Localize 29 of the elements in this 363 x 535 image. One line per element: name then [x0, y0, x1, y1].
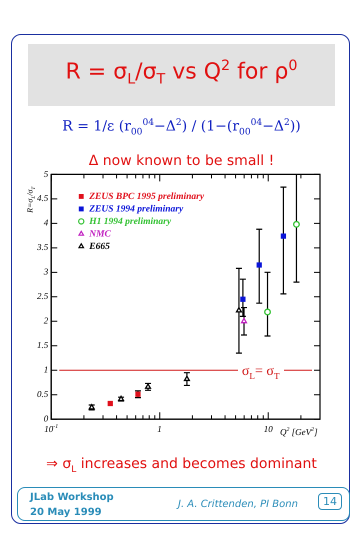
y-tick-label: 1: [44, 364, 48, 375]
text: 20 May 1999: [30, 507, 102, 518]
text: 14: [318, 493, 342, 510]
y-tick-label: 2.5: [37, 291, 49, 302]
y-tick-label: 0.5: [37, 389, 49, 400]
legend-label: ZEUS 1994 preliminary: [88, 204, 184, 214]
text: J. A. Crittenden, PI Bonn: [178, 499, 298, 510]
y-tick-label: 3: [42, 266, 49, 277]
y-tick-label: 4.5: [37, 193, 49, 204]
x-tick-label: 1: [157, 424, 162, 434]
chart-title: R = σ$_{L}$/σ$_{T}$ vs Q$^{2}$ for ρ$^{0}$: [64, 58, 298, 88]
x-axis-title: Q$^{2}$ [GeV$^{2}$]: [280, 427, 318, 438]
text: JLab Workshop: [30, 492, 114, 503]
legend-label: ZEUS BPC 1995 preliminary: [88, 192, 205, 202]
y-tick-label: 0: [44, 414, 49, 424]
legend-label: NMC: [88, 229, 112, 240]
x-tick-label: 10$^{-1}$: [44, 424, 58, 434]
legend-label: H1 1994 preliminary: [88, 216, 172, 227]
legend-label: E665: [88, 242, 110, 252]
y-tick-label: 1.5: [37, 340, 49, 350]
x-tick-label: 10: [264, 424, 273, 434]
y-tick-label: 4: [44, 218, 49, 228]
text: R = 1/ε (r$_{00}$$^{04}$−Δ$^{2}$) / (1−(r$_{00}$$^{04}$−Δ$^{2}$)): [62, 118, 301, 138]
ref-line-label: σ$_{L}$= σ$_{T}$: [238, 364, 284, 381]
y-tick-label: 5: [44, 168, 49, 179]
text: ⇒ σ$_{L}$ increases and becomes dominant: [45, 456, 318, 475]
y-tick-label: 3.5: [36, 242, 49, 252]
text: Δ now known to be small !: [88, 153, 276, 169]
y-tick-label: 2: [44, 316, 49, 326]
